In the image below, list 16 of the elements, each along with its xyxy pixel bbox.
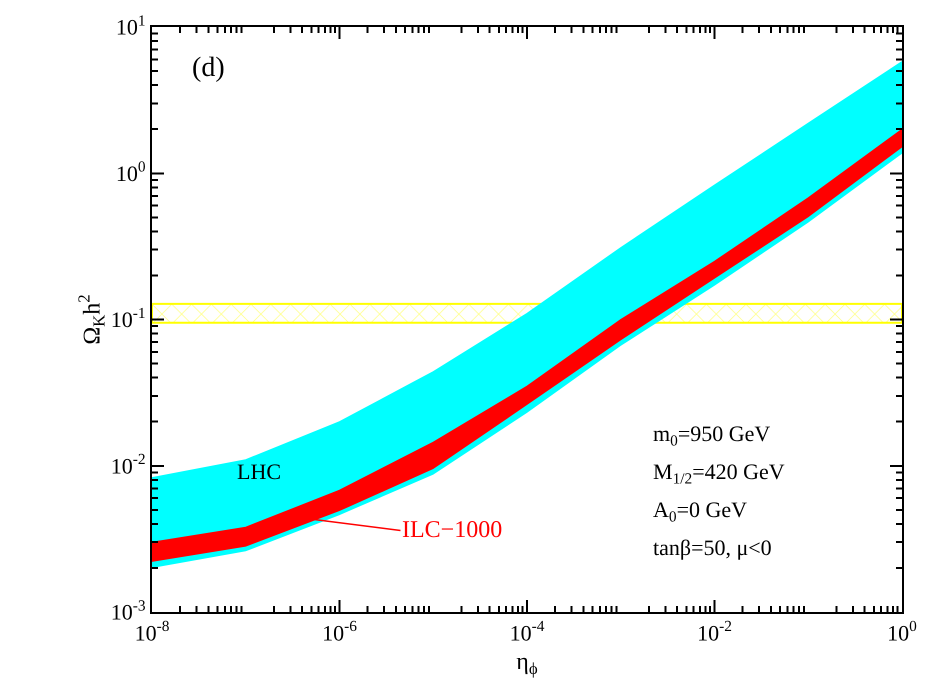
y-tick-label: 10$^{-1}$ xyxy=(110,304,146,332)
annotation: LHC xyxy=(237,459,281,484)
annotation: (d) xyxy=(192,52,225,83)
x-tick-label: 10$^{-2}$ xyxy=(697,618,732,646)
annotation: ILC−1000 xyxy=(402,517,502,543)
x-axis-title: η$_{ϕ}$ xyxy=(516,649,538,678)
x-tick-label: 10$^{-4}$ xyxy=(510,618,545,646)
annotation: tanβ=50, μ<0 xyxy=(653,535,772,560)
y-tick-label: 10$^{0}$ xyxy=(116,158,146,186)
x-tick-label: 10$^{0}$ xyxy=(887,618,918,646)
annotation: M$_{1/2}$=420 GeV xyxy=(653,459,785,488)
y-tick-label: 10$^{1}$ xyxy=(116,12,146,40)
x-tick-label: 10$^{-6}$ xyxy=(322,618,358,646)
annotation: A$_{0}$=0 GeV xyxy=(653,497,748,526)
y-tick-label: 10$^{-2}$ xyxy=(110,451,146,478)
annotation: m$_{0}$=950 GeV xyxy=(653,421,770,450)
